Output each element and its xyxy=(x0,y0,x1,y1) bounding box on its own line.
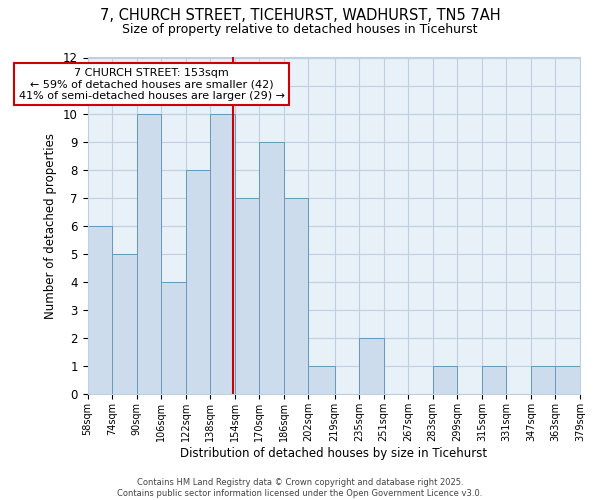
Bar xyxy=(433,366,457,394)
Bar xyxy=(259,142,284,394)
Bar xyxy=(161,282,186,395)
Bar xyxy=(284,198,308,394)
X-axis label: Distribution of detached houses by size in Ticehurst: Distribution of detached houses by size … xyxy=(180,447,487,460)
Text: Contains HM Land Registry data © Crown copyright and database right 2025.
Contai: Contains HM Land Registry data © Crown c… xyxy=(118,478,482,498)
Text: Size of property relative to detached houses in Ticehurst: Size of property relative to detached ho… xyxy=(122,22,478,36)
Text: 7, CHURCH STREET, TICEHURST, WADHURST, TN5 7AH: 7, CHURCH STREET, TICEHURST, WADHURST, T… xyxy=(100,8,500,22)
Bar xyxy=(308,366,335,394)
Bar xyxy=(88,226,112,394)
Text: 7 CHURCH STREET: 153sqm
← 59% of detached houses are smaller (42)
41% of semi-de: 7 CHURCH STREET: 153sqm ← 59% of detache… xyxy=(19,68,284,101)
Bar xyxy=(556,366,580,394)
Bar xyxy=(359,338,383,394)
Y-axis label: Number of detached properties: Number of detached properties xyxy=(44,133,57,319)
Bar xyxy=(112,254,137,394)
Bar xyxy=(186,170,210,394)
Bar xyxy=(482,366,506,394)
Bar xyxy=(531,366,556,394)
Bar xyxy=(235,198,259,394)
Bar xyxy=(137,114,161,394)
Bar xyxy=(210,114,235,394)
